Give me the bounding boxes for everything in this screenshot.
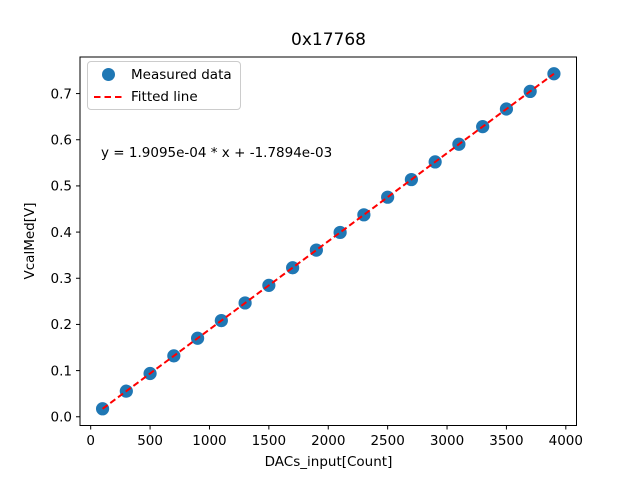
legend-marker-area [94,95,122,98]
y-tick-label: 0.0 [51,409,72,425]
x-tick-label: 500 [137,433,163,449]
fitted-line [101,72,555,410]
y-tick-label: 0.3 [51,271,72,287]
legend-marker-area [94,68,122,81]
y-tick-label: 0.5 [51,179,72,195]
legend: Measured data Fitted line [87,61,241,110]
x-tick-label: 2500 [370,433,404,449]
legend-entry-fitted-line: Fitted line [88,87,240,106]
fit-equation-label: y = 1.9095e-04 * x + -1.7894e-03 [101,145,333,161]
legend-entry-measured-data: Measured data [88,65,240,84]
y-tick-label: 0.7 [51,86,72,102]
x-tick-label: 3000 [430,433,464,449]
y-tick-label: 0.1 [51,363,72,379]
legend-label-measured-data: Measured data [131,66,232,83]
scatter-marker-icon [101,68,115,81]
legend-label-fitted-line: Fitted line [131,88,198,105]
x-tick-label: 0 [86,433,95,449]
dashed-line-icon [94,95,122,98]
y-tick-label: 0.6 [51,132,72,148]
x-tick-label: 4000 [549,433,583,449]
x-tick-label: 1000 [192,433,226,449]
y-tick-label: 0.4 [51,225,72,241]
y-tick-label: 0.2 [51,317,72,333]
x-tick-label: 3500 [489,433,523,449]
x-tick-label: 1500 [252,433,286,449]
x-axis-label: DACs_input[Count] [264,454,393,470]
x-tick-label: 2000 [311,433,345,449]
chart-title: 0x17768 [291,30,366,50]
data-point [95,402,110,416]
y-axis-label: VcalMed[V] [22,202,38,280]
